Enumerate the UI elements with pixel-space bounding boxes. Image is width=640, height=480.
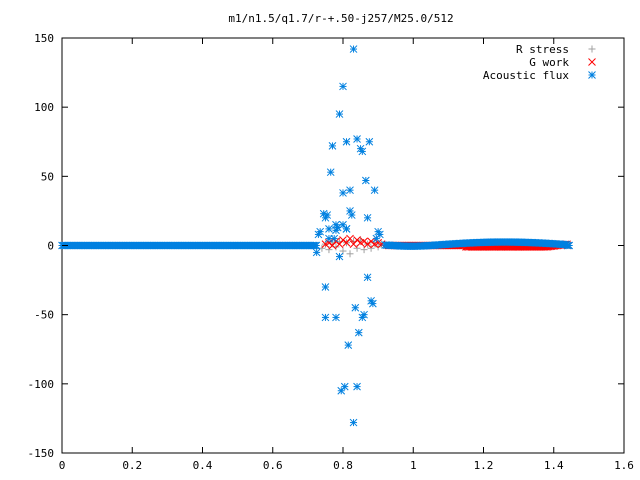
data-point — [369, 299, 377, 308]
x-tick-label: 0.8 — [333, 459, 353, 472]
data-point — [332, 226, 340, 235]
data-point — [335, 110, 344, 118]
x-tick-label: 1.2 — [474, 459, 494, 472]
data-point — [354, 328, 363, 337]
y-tick-label: -50 — [34, 309, 54, 322]
data-point — [335, 252, 344, 261]
data-point — [342, 225, 351, 233]
data-point — [312, 248, 321, 257]
data-point — [367, 244, 375, 252]
data-point — [376, 230, 384, 239]
x-tick-label: 0.4 — [193, 459, 213, 472]
data-point — [323, 211, 332, 219]
chart-title: m1/n1.5/q1.7/r-+.50-j257/M25.0/512 — [228, 12, 453, 25]
x-tick-label: 0.6 — [263, 459, 283, 472]
data-point — [337, 386, 346, 395]
data-point — [360, 237, 368, 246]
data-point — [346, 186, 354, 195]
data-point — [339, 236, 347, 244]
data-point — [346, 234, 354, 243]
y-tick-label: 0 — [47, 240, 54, 253]
legend-marker — [588, 71, 596, 79]
data-point — [351, 303, 360, 312]
data-point — [353, 135, 361, 143]
data-point — [344, 341, 353, 349]
y-tick-label: 150 — [34, 32, 54, 45]
y-tick-label: -150 — [28, 447, 55, 460]
data-point — [353, 236, 361, 244]
y-tick-label: 50 — [41, 170, 54, 183]
series-acoustic-flux — [58, 45, 574, 427]
legend-label: R stress — [516, 43, 569, 56]
data-point — [328, 142, 337, 150]
data-point — [342, 137, 351, 146]
data-point — [325, 225, 333, 233]
data-point — [363, 240, 372, 248]
data-point — [349, 418, 358, 427]
data-point — [365, 137, 374, 146]
data-point — [370, 186, 379, 195]
data-point — [349, 45, 358, 53]
x-tick-label: 1.6 — [614, 459, 634, 472]
data-point — [330, 234, 339, 243]
data-point — [353, 382, 361, 391]
data-point — [358, 147, 367, 156]
x-tick-label: 0 — [59, 459, 66, 472]
y-tick-label: -100 — [28, 378, 55, 391]
data-point — [321, 283, 330, 291]
data-point — [360, 310, 368, 319]
data-point — [347, 211, 356, 219]
data-point — [363, 213, 372, 222]
legend-marker — [588, 58, 596, 66]
data-point — [312, 241, 321, 250]
x-tick-label: 1 — [410, 459, 417, 472]
x-tick-label: 1.4 — [544, 459, 564, 472]
data-point — [339, 82, 347, 91]
x-tick-label: 0.2 — [122, 459, 142, 472]
data-point — [374, 243, 382, 251]
legend-label: Acoustic flux — [483, 69, 569, 82]
legend-label: G work — [529, 56, 569, 69]
data-point — [565, 241, 574, 250]
data-point — [332, 313, 340, 322]
legend-marker — [588, 45, 596, 53]
data-point — [321, 313, 330, 322]
data-point — [316, 227, 325, 236]
data-point — [346, 250, 354, 258]
data-point — [363, 273, 372, 282]
data-point — [361, 176, 370, 185]
data-point — [340, 382, 349, 391]
data-point — [326, 168, 335, 177]
data-point — [339, 189, 347, 197]
y-tick-label: 100 — [34, 101, 54, 114]
